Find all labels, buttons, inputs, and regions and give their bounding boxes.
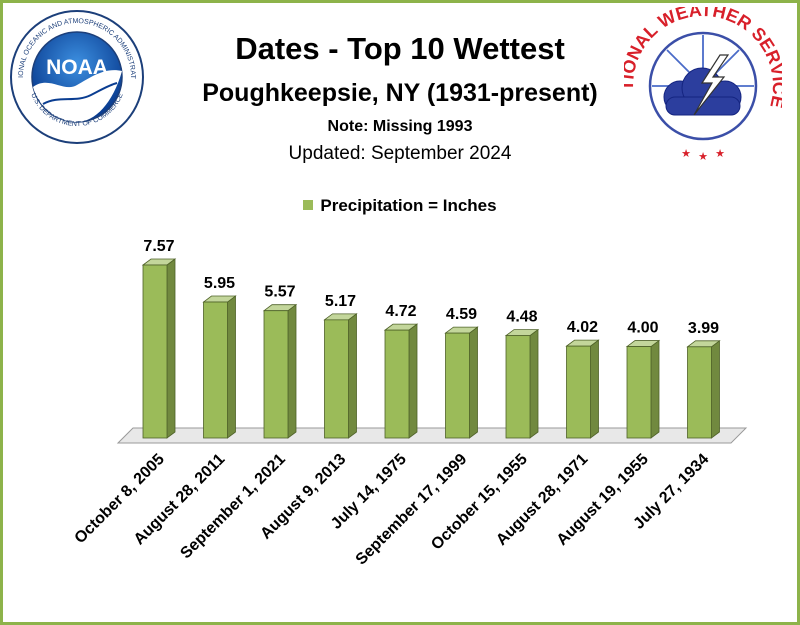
bar-8	[565, 339, 600, 439]
bar-side	[650, 339, 660, 439]
bar-front	[505, 335, 531, 439]
bar-front	[142, 264, 168, 439]
data-labels: 7.57 5.95 5.57 5.17 4.72 4.59 4.48 4.02 4.00 3.99	[143, 238, 719, 337]
x-tick-label: September 1, 2021	[177, 451, 288, 562]
bar-front	[203, 301, 228, 439]
nws-logo: NATIONAL WEATHER SERVICE ★ ★ ★	[624, 7, 782, 163]
bar-side	[529, 328, 539, 439]
bar-front	[445, 332, 470, 439]
updated-text: Updated: September 2024	[288, 143, 512, 164]
bar-side	[166, 258, 176, 439]
bar-side	[287, 303, 297, 439]
data-label: 4.72	[385, 303, 416, 320]
bar-10	[686, 340, 721, 439]
bar-7	[504, 328, 540, 439]
noaa-logo-text: NOAA	[46, 56, 108, 79]
bar-front	[687, 346, 712, 439]
bar-front	[566, 345, 591, 439]
bar-5	[383, 323, 419, 439]
data-label: 4.02	[567, 319, 598, 336]
data-label: 5.57	[264, 284, 295, 301]
bar-9	[625, 339, 661, 439]
bar-front	[626, 346, 652, 439]
bar-6	[444, 326, 479, 439]
bar-side	[711, 340, 720, 439]
bar-side	[469, 326, 478, 439]
data-label: 7.57	[143, 238, 174, 255]
legend-swatch	[303, 200, 314, 210]
data-label: 3.99	[688, 320, 719, 337]
data-label: 4.59	[446, 306, 477, 323]
chart-legend: Precipitation = Inches	[3, 196, 797, 216]
legend-label: Precipitation = Inches	[320, 196, 497, 215]
data-label: 5.95	[204, 275, 235, 292]
bar-front	[384, 329, 410, 439]
bar-1	[141, 258, 177, 439]
bar-2	[202, 295, 237, 439]
bar-4	[323, 313, 358, 439]
chart-subtitle: Poughkeepsie, NY (1931-present)	[202, 79, 598, 107]
nws-star-icon: ★	[715, 148, 725, 160]
bar-front	[324, 319, 349, 439]
bar-side	[590, 339, 599, 439]
bar-series	[141, 258, 721, 439]
chart-title: Dates - Top 10 Wettest	[235, 31, 565, 66]
data-label: 5.17	[325, 293, 356, 310]
data-label: 4.48	[506, 309, 537, 326]
bar-3	[262, 303, 298, 439]
chart-note: Note: Missing 1993	[327, 118, 473, 135]
x-tick-label: September 17, 1999	[353, 451, 471, 569]
bar-side	[408, 323, 418, 439]
bar-front	[263, 310, 289, 439]
nws-star-icon: ★	[698, 151, 708, 163]
nws-star-icon: ★	[681, 148, 691, 160]
noaa-logo: NOAA NATIONAL OCEANIC AND ATMOSPHERIC AD…	[9, 9, 144, 144]
data-label: 4.00	[627, 320, 658, 337]
bar-side	[348, 313, 357, 439]
bar-side	[227, 295, 236, 439]
